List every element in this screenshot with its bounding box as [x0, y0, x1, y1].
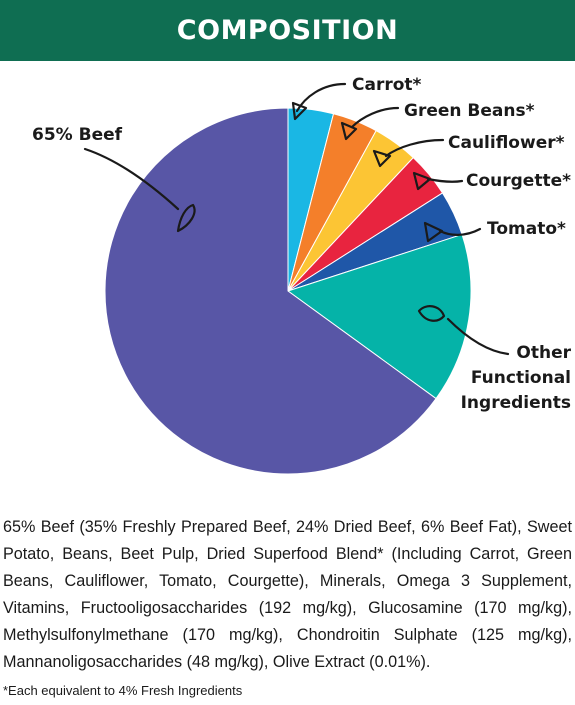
leader-cauliflower	[384, 138, 445, 158]
label-cauliflower: Cauliflower*	[448, 133, 565, 153]
leader-green-beans	[350, 106, 400, 129]
header-banner: COMPOSITION	[0, 0, 575, 61]
label-other-line2: Functional	[470, 368, 571, 388]
leader-other-pointer	[417, 305, 446, 322]
label-tomato: Tomato*	[487, 219, 566, 239]
ingredients-list: 65% Beef (35% Freshly Prepared Beef, 24%…	[3, 518, 572, 671]
leader-green-beans-pointer	[340, 121, 358, 141]
pie-chart	[83, 82, 510, 475]
pie-slice-65-beef	[104, 107, 437, 475]
leader-tomato-pointer	[423, 221, 444, 243]
leader-carrot-pointer	[291, 101, 308, 121]
label-carrot: Carrot*	[352, 75, 422, 95]
page-title: COMPOSITION	[176, 15, 399, 46]
label-beef: 65% Beef	[32, 125, 123, 145]
pie-slice-other-functional-ingredients	[286, 233, 472, 400]
leader-courgette-pointer	[412, 171, 432, 191]
label-other-line1: Other	[516, 343, 571, 363]
leader-tomato	[438, 227, 482, 236]
label-courgette: Courgette*	[466, 171, 572, 191]
leader-carrot	[295, 82, 347, 113]
leader-other	[446, 317, 510, 356]
label-other: Other Functional Ingredients	[461, 341, 571, 416]
leader-beef	[83, 147, 180, 211]
label-other-line3: Ingredients	[460, 393, 571, 413]
label-green-beans: Green Beans*	[404, 101, 535, 121]
composition-chart: Carrot* Green Beans* Cauliflower* Courge…	[0, 61, 575, 511]
leader-cauliflower-pointer	[372, 149, 392, 168]
leader-beef-pointer	[176, 203, 196, 233]
footnote: *Each equivalent to 4% Fresh Ingredients	[3, 683, 243, 698]
